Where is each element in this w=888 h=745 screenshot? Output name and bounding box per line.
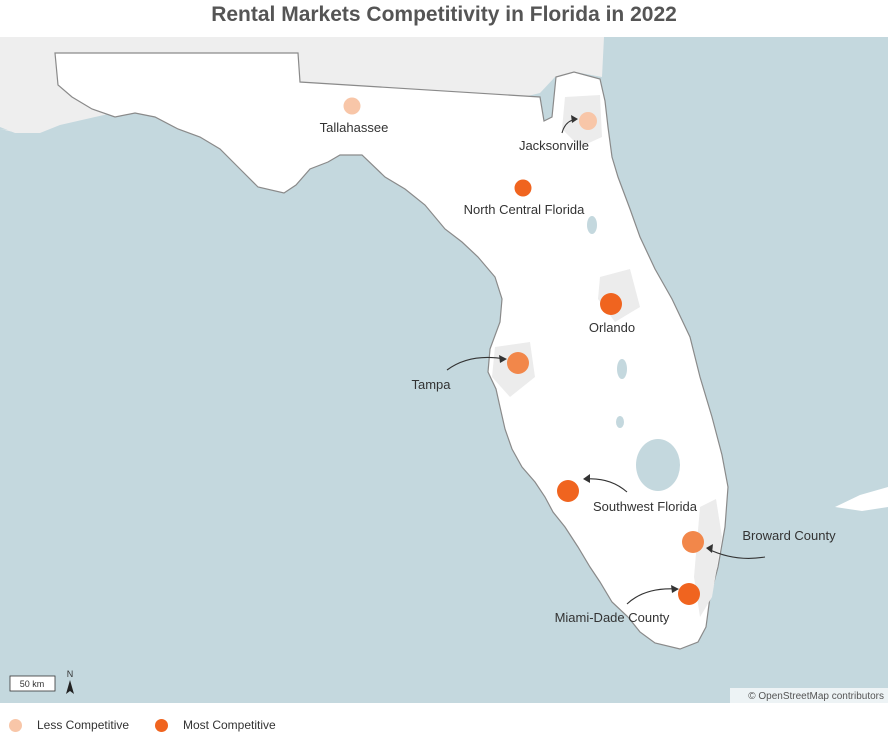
marker-tallahassee[interactable] (343, 97, 361, 115)
legend-swatch-less-competitive (9, 718, 22, 732)
marker-orlando[interactable] (600, 293, 622, 315)
arrow-heads (499, 115, 713, 593)
arrowhead (583, 474, 590, 483)
label-broward-county: Broward County (742, 528, 836, 543)
map-title: Rental Markets Competitivity in Florida … (211, 3, 677, 26)
map-area[interactable]: Tallahassee Jacksonville North Central F… (0, 37, 888, 703)
marker-broward-county[interactable] (682, 531, 704, 553)
marker-north-central-florida[interactable] (514, 179, 532, 197)
north-arrow: N (66, 669, 74, 694)
arrowhead (499, 355, 507, 363)
north-arrow-icon (66, 680, 74, 694)
arrow-broward-county (707, 548, 766, 559)
florida-map[interactable]: Tallahassee Jacksonville North Central F… (0, 37, 888, 703)
label-miami-dade-county: Miami-Dade County (555, 610, 670, 625)
label-tallahassee: Tallahassee (320, 120, 389, 135)
scale-bar-box (9, 675, 56, 692)
north-label: N (67, 669, 74, 679)
label-tampa: Tampa (411, 377, 451, 392)
arrowhead (706, 544, 713, 553)
florida-landmass (54, 52, 729, 650)
label-jacksonville: Jacksonville (519, 138, 589, 153)
label-southwest-florida: Southwest Florida (593, 499, 698, 514)
label-north-central-florida: North Central Florida (464, 202, 585, 217)
legend-item-less-competitive: Less Competitive (9, 718, 129, 732)
arrowhead (571, 115, 578, 123)
legend-label-less-competitive: Less Competitive (37, 718, 130, 732)
attribution-text: © OpenStreetMap contributors (748, 691, 884, 702)
lake (587, 216, 597, 234)
legend: Less Competitive Most Competitive (0, 710, 888, 745)
lake (617, 359, 627, 379)
marker-miami-dade-county[interactable] (678, 583, 700, 605)
urban-area (694, 499, 722, 617)
bahamas-island (835, 487, 888, 511)
legend-item-most-competitive: Most Competitive (155, 718, 276, 732)
marker-tampa[interactable] (507, 352, 529, 374)
legend-label-most-competitive: Most Competitive (183, 718, 276, 732)
scale-label: 50 km (20, 679, 45, 689)
legend-swatch-most-competitive (155, 718, 168, 732)
attribution-box (730, 688, 888, 703)
lake (616, 416, 624, 428)
arrowhead (671, 585, 679, 593)
scale-bar: 50 km (9, 675, 56, 692)
marker-southwest-florida[interactable] (557, 480, 579, 502)
label-orlando: Orlando (589, 320, 635, 335)
marker-jacksonville[interactable] (579, 112, 597, 130)
lake-okeechobee (636, 439, 680, 491)
arrow-tampa (446, 356, 506, 371)
